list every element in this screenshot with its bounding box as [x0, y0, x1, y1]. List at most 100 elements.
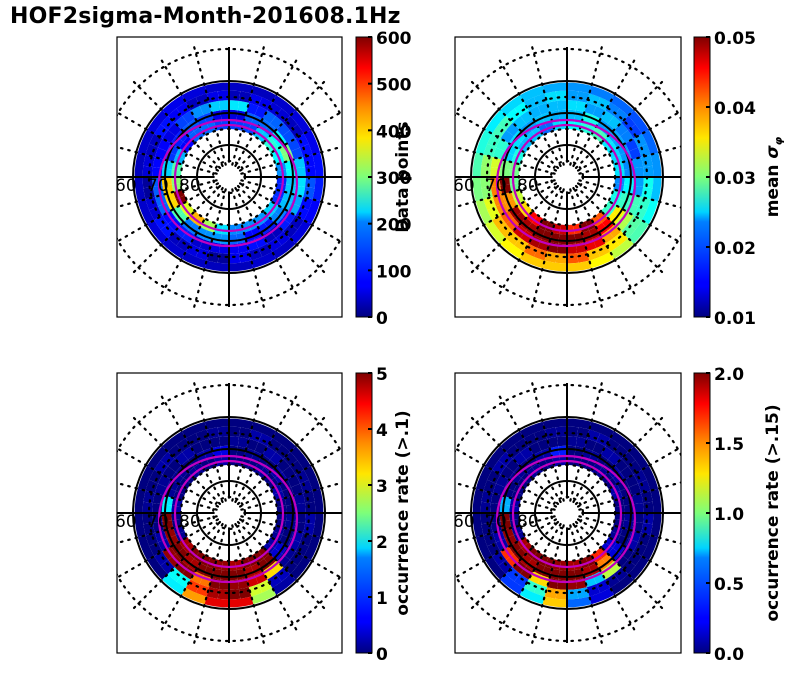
heatmap-cell: [300, 143, 313, 158]
heatmap-cell: [181, 251, 207, 269]
heatmap-cell: [276, 553, 290, 568]
heatmap-cell: [638, 479, 651, 494]
mlt-gridline: [498, 186, 562, 295]
heatmap-cell: [629, 147, 642, 160]
heatmap-cell: [567, 436, 577, 447]
heatmap-cell: [217, 426, 229, 437]
heatmap-cell: [229, 109, 238, 120]
heatmap-cell: [220, 570, 229, 581]
heatmap-cell: [475, 535, 493, 561]
heatmap-cell: [137, 199, 155, 225]
mlt-gridline: [160, 395, 224, 504]
mlt-gridline: [572, 395, 636, 504]
heatmap-cell: [481, 187, 493, 200]
heatmap-cell: [239, 427, 252, 439]
heatmap-cell: [264, 459, 277, 473]
heatmap-cell: [614, 505, 625, 513]
colorbar-tick-label: 400: [376, 122, 412, 142]
colorbar-tick-label: 5: [376, 365, 388, 385]
heatmap-cell: [154, 215, 169, 230]
heatmap-cell: [269, 212, 283, 225]
heatmap-cell: [305, 513, 316, 525]
heatmap-cell: [519, 587, 545, 605]
heatmap-cell: [555, 90, 567, 101]
heatmap-cell: [287, 138, 300, 152]
mlt-gridline: [231, 188, 265, 308]
heatmap-cell: [312, 513, 324, 538]
figure-title: HOF2sigma-Month-201608.1Hz: [10, 4, 401, 29]
heatmap-cell: [290, 110, 311, 134]
heatmap-cell: [251, 421, 277, 439]
heatmap-cell: [267, 201, 279, 213]
heatmap-cell: [204, 418, 229, 430]
mlt-gridline: [455, 179, 556, 209]
heatmap-cell: [567, 109, 576, 120]
heatmap-cell: [217, 90, 229, 101]
heatmap-cell: [558, 445, 567, 456]
heatmap-cell: [229, 436, 239, 447]
mlt-gridline: [574, 520, 664, 610]
heatmap-cell: [605, 537, 617, 549]
heatmap-cell: [303, 535, 321, 561]
heatmap-cell: [134, 488, 146, 513]
heatmap-cell: [531, 215, 543, 227]
heatmap-cell: [643, 177, 654, 189]
heatmap-cell: [514, 237, 529, 252]
lat-gridline-dotted: [211, 495, 247, 531]
heatmap-cell: [500, 431, 524, 452]
heatmap-cell: [605, 573, 620, 588]
heatmap-cell: [602, 553, 615, 567]
heatmap-cell: [519, 123, 532, 137]
heatmap-cell: [137, 465, 155, 491]
heatmap-cell: [643, 513, 654, 525]
heatmap-cell: [567, 234, 576, 245]
heatmap-cell: [631, 157, 644, 169]
heatmap-cell: [267, 573, 282, 588]
heatmap-cell: [264, 217, 277, 231]
heatmap-cell: [248, 248, 263, 261]
heatmap-cell: [509, 505, 520, 513]
colorbar-tick-label: 1.0: [714, 505, 744, 525]
heatmap-cell: [206, 587, 219, 599]
colorbar-tick-label: 0.5: [714, 575, 744, 595]
heatmap-cell: [607, 116, 622, 130]
heatmap-cell: [195, 248, 210, 261]
heatmap-cell: [533, 248, 548, 261]
heatmap-cell: [264, 553, 277, 567]
heatmap-cell: [483, 532, 496, 547]
heatmap-cell: [134, 513, 146, 538]
heatmap-cell: [269, 548, 283, 561]
heatmap-cell: [199, 438, 212, 451]
mlt-gridline: [470, 416, 560, 506]
heatmap-cell: [229, 445, 238, 456]
heatmap-cell: [650, 177, 662, 202]
axes-frame: [454, 372, 682, 654]
heatmap-cell: [269, 224, 284, 238]
heatmap-cell: [291, 147, 304, 160]
heatmap-cell: [567, 90, 579, 101]
heatmap-cell: [147, 110, 168, 134]
heatmap-cell: [229, 224, 237, 235]
colorbar-label: mean σφ: [763, 136, 785, 217]
mlt-gridline: [498, 395, 562, 504]
heatmap-cell: [229, 253, 241, 264]
heatmap-cell: [193, 551, 205, 563]
heatmap-cell: [209, 436, 221, 449]
heatmap-cell: [206, 251, 219, 263]
heatmap-cell: [162, 431, 186, 452]
heatmap-cell: [174, 452, 189, 466]
mlt-gridline: [231, 382, 265, 502]
heatmap-cell: [162, 574, 186, 595]
mlt-gridline: [455, 447, 558, 508]
heatmap-cell: [295, 503, 306, 513]
heatmap-cell: [251, 251, 277, 269]
heatmap-cell: [145, 479, 158, 494]
auroral-oval-equatorward: [157, 454, 299, 584]
heatmap-cell: [542, 82, 567, 94]
heatmap-cell: [229, 234, 238, 245]
heatmap-cell: [492, 551, 507, 566]
auroral-oval-equatorward: [495, 454, 637, 584]
axes-frame: [454, 36, 682, 318]
heatmap-cell: [557, 436, 567, 447]
